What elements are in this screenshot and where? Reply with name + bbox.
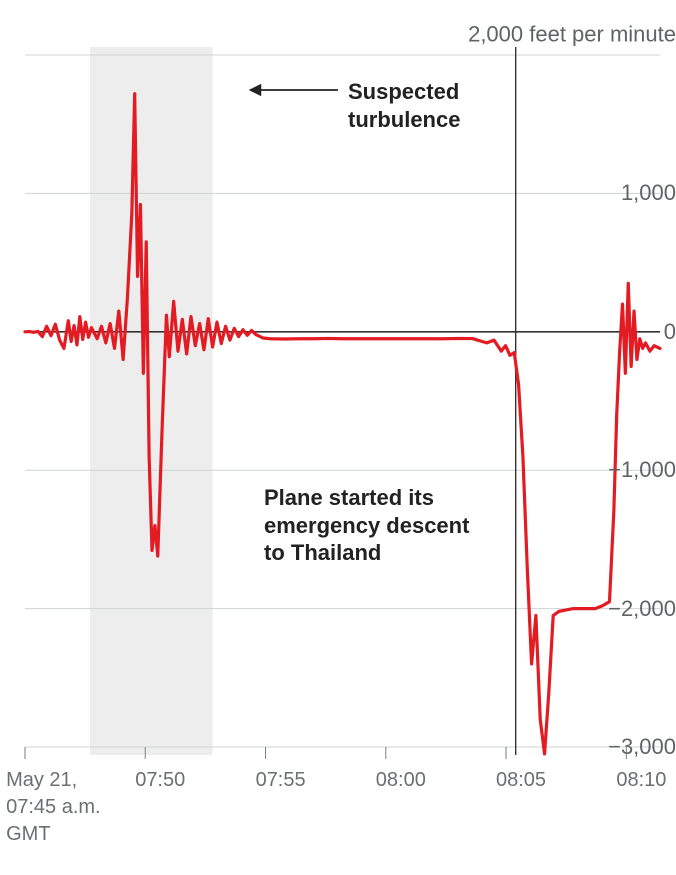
- turbulence-band: [90, 47, 213, 755]
- y-tick-label: 0: [33, 319, 676, 345]
- y-tick-label: 1,000: [33, 180, 676, 206]
- x-tick-label: May 21, 07:45 a.m. GMT: [6, 767, 101, 848]
- vertical-speed-chart: 2,000 feet per minute 1,000 0 −1,000 −2,000 −…: [0, 0, 676, 875]
- x-tick-label: 08:05: [496, 767, 546, 794]
- y-tick-label: −2,000: [33, 596, 676, 622]
- x-tick-label: 07:55: [256, 767, 306, 794]
- x-tick-label: 07:50: [135, 767, 185, 794]
- x-tick-label: 08:10: [616, 767, 666, 794]
- y-tick-label: −1,000: [33, 457, 676, 483]
- y-tick-label: 2,000 feet per minute: [25, 21, 676, 47]
- x-tick-label: 08:00: [376, 767, 426, 794]
- annotation-turbulence: Suspected turbulence: [348, 78, 460, 133]
- annotation-descent: Plane started its emergency descent to T…: [264, 484, 469, 567]
- y-tick-label: −3,000: [33, 734, 676, 760]
